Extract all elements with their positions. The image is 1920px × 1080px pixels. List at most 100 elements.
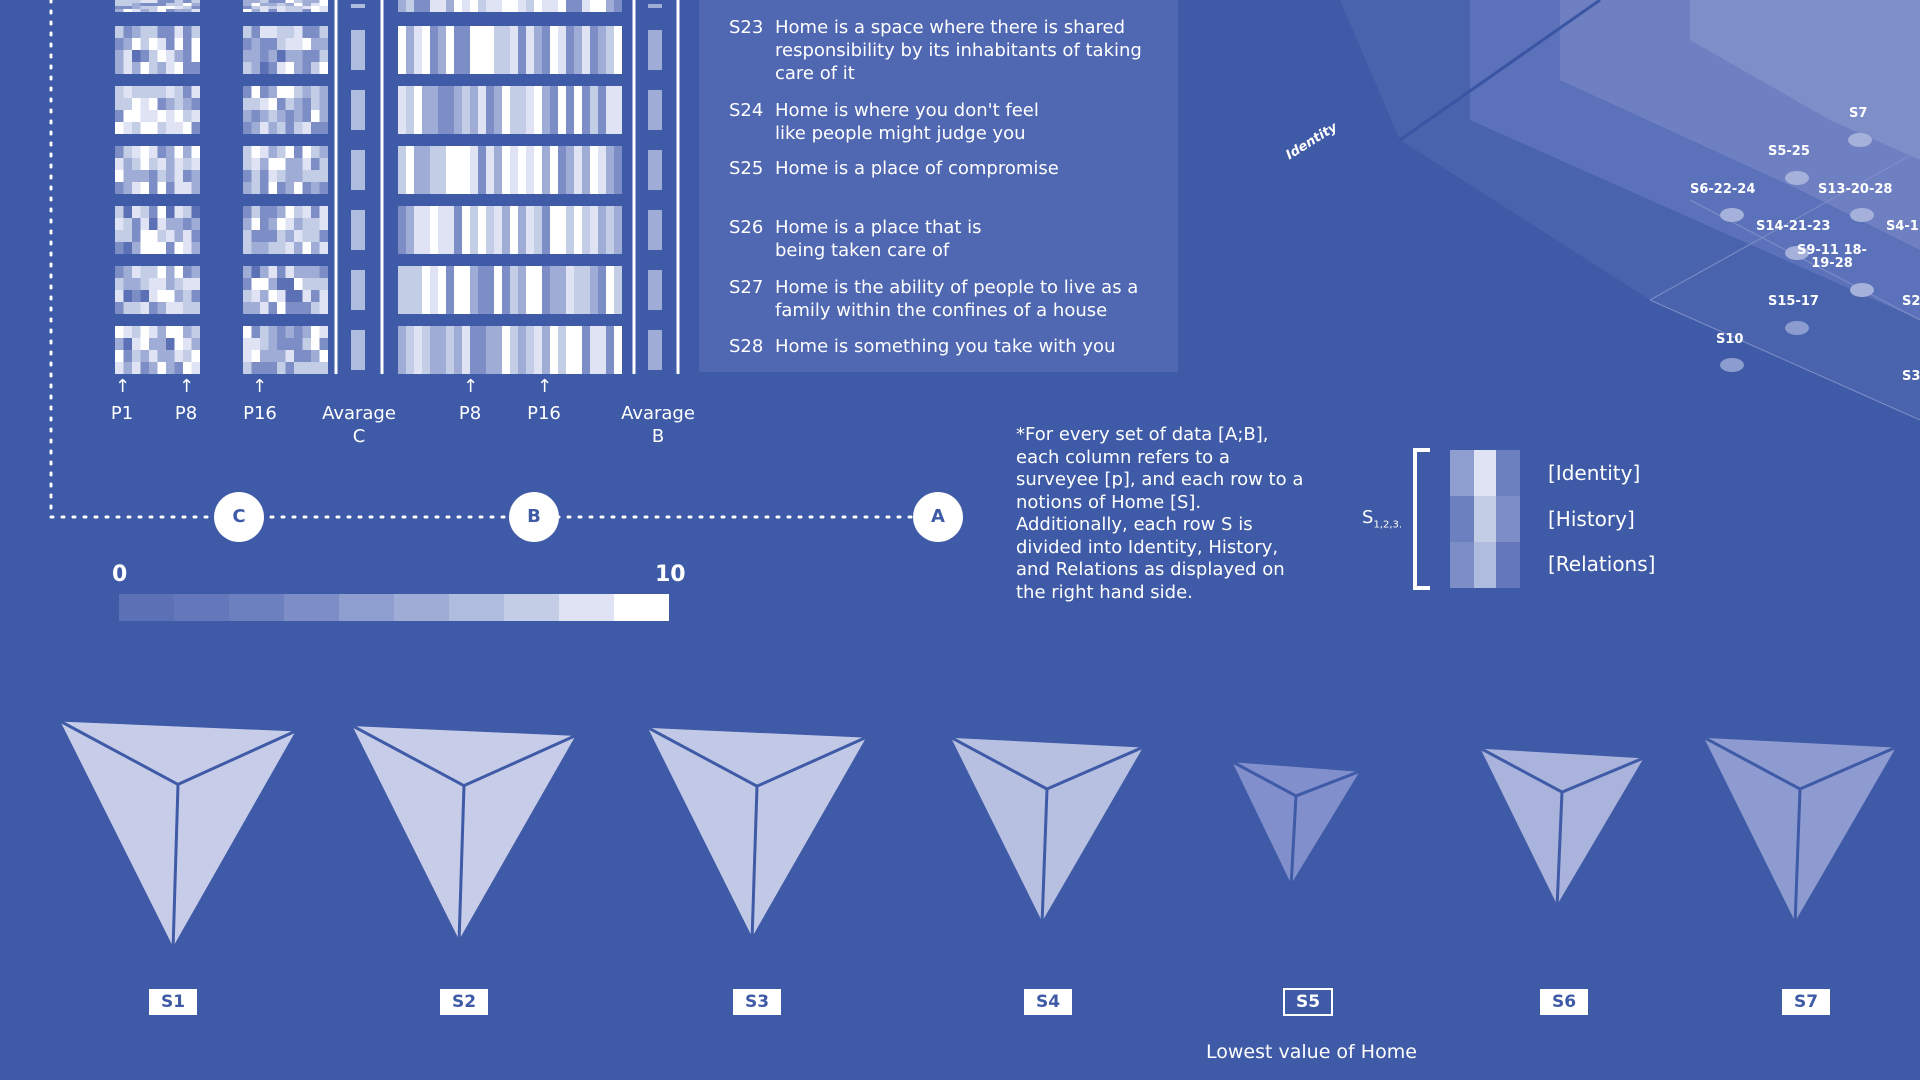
heatmap-cell: [183, 230, 192, 242]
statement-text: Home is the ability of people to live as…: [775, 277, 1139, 321]
heatmap-cell: [140, 62, 149, 74]
heatmap-cell: [183, 302, 192, 314]
heatmap-cell: [478, 86, 486, 134]
iso-point-s14-21-23: S14-21-23: [1756, 219, 1831, 234]
heatmap-cell: [614, 266, 622, 314]
heatmap-cell: [494, 0, 502, 12]
heatmap-cell: [534, 0, 542, 12]
heatmap-cell: [319, 230, 328, 242]
heatmap-cell: [486, 0, 494, 12]
heatmap-cell: [311, 218, 320, 230]
heatmap-cell: [478, 206, 486, 254]
heatmap-cell: [302, 146, 311, 158]
heatmap-cell: [243, 26, 252, 38]
heatmap-cell: [582, 206, 590, 254]
heatmap-cell: [319, 242, 328, 254]
heatmap-cell: [115, 326, 124, 338]
scale-step: [174, 594, 229, 621]
heatmap-cell: [166, 242, 175, 254]
iso-point-s13-20-28: S13-20-28: [1818, 182, 1893, 197]
heatmap-cell: [542, 326, 550, 374]
heatmap-cell: [140, 158, 149, 170]
heatmap-cell: [260, 50, 269, 62]
heatmap-cell: [174, 6, 183, 9]
heatmap-cell: [302, 62, 311, 74]
heatmap-cell: [183, 146, 192, 158]
heatmap-cell: [606, 86, 614, 134]
heatmap-cell: [115, 9, 124, 12]
heatmap-cell: [285, 338, 294, 350]
heatmap-cell: [268, 86, 277, 98]
heatmap-cell: [510, 26, 518, 74]
heatmap-cell: [502, 206, 510, 254]
statement-text: Home is something you take with you: [775, 336, 1116, 357]
heatmap-cell: [149, 362, 158, 374]
heatmap-cell: [166, 158, 175, 170]
heatmap-cell: [149, 62, 158, 74]
node-a: A: [913, 492, 963, 542]
heatmap-cell: [534, 26, 542, 74]
heatmap-cell: [574, 146, 582, 194]
heatmap-cell: [251, 266, 260, 278]
heatmap-cell: [285, 110, 294, 122]
heatmap-cell: [294, 3, 303, 6]
heatmap-cell: [123, 350, 132, 362]
heatmap-cell: [115, 38, 124, 50]
heatmap-cell: [251, 242, 260, 254]
heatmap-cell: [446, 146, 454, 194]
heatmap-cell: [149, 290, 158, 302]
heatmap-cell: [149, 6, 158, 9]
heatmap-cell: [422, 86, 430, 134]
heatmap-cell: [260, 278, 269, 290]
heatmap-cell: [174, 122, 183, 134]
heatmap-cell: [268, 38, 277, 50]
heatmap-cell: [166, 170, 175, 182]
heatmap-cell: [183, 242, 192, 254]
heatmap-cell: [140, 266, 149, 278]
heatmap-cell: [462, 0, 470, 12]
heatmap-cell: [115, 26, 124, 38]
heatmap-cell: [311, 266, 320, 278]
heatmap-cell: [302, 242, 311, 254]
heatmap-cell: [277, 230, 286, 242]
heatmap-cell: [294, 98, 303, 110]
heatmap-cell: [251, 86, 260, 98]
heatmap-cell: [123, 182, 132, 194]
heatmap-cell: [268, 290, 277, 302]
heatmap-cell: [260, 302, 269, 314]
heatmap-cell: [166, 122, 175, 134]
heatmap-cell: [191, 62, 200, 74]
heatmap-cell: [260, 86, 269, 98]
heatmap-cell: [285, 350, 294, 362]
heatmap-cell: [166, 9, 175, 12]
heatmap-cell: [277, 86, 286, 98]
heatmap-cell: [123, 218, 132, 230]
heatmap-cell: [123, 158, 132, 170]
heatmap-cell: [183, 266, 192, 278]
heatmap-cell: [268, 326, 277, 338]
heatmap-cell: [115, 50, 124, 62]
arrow-p16-c: ↑: [252, 376, 268, 397]
heatmap-cell: [251, 50, 260, 62]
heatmap-cell: [590, 26, 598, 74]
heatmap-cell: [251, 350, 260, 362]
pyramid-s6: [1475, 745, 1649, 912]
heatmap-cell: [446, 326, 454, 374]
heatmap-cell: [243, 290, 252, 302]
heatmap-cell: [294, 158, 303, 170]
heatmap-cell: [268, 110, 277, 122]
heatmap-cell: [166, 206, 175, 218]
heatmap-cell: [149, 122, 158, 134]
heatmap-cell: [268, 170, 277, 182]
heatmap-cell: [123, 62, 132, 74]
heatmap-cell: [140, 206, 149, 218]
heatmap-cell: [115, 362, 124, 374]
statement-id: S27: [729, 277, 764, 298]
heatmap-cell: [311, 350, 320, 362]
lowest-value-caption: Lowest value of Home: [1206, 1041, 1417, 1063]
badge-s3: S3: [733, 989, 781, 1015]
heatmap-cell: [294, 6, 303, 9]
heatmap-cell: [462, 86, 470, 134]
heatmap-cell: [311, 62, 320, 74]
heatmap-cell: [268, 242, 277, 254]
